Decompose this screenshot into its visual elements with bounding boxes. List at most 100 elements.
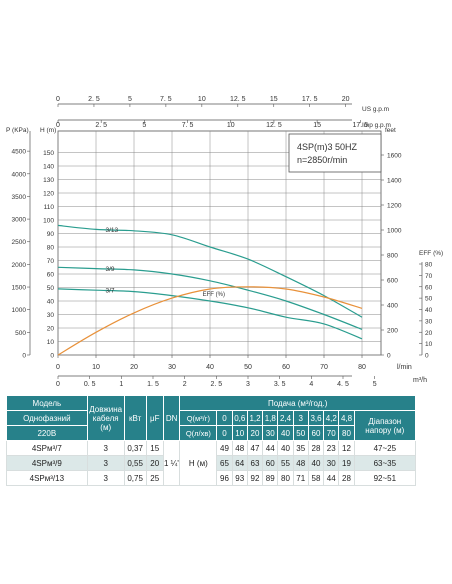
imp-gpm-tick-label: 5 <box>142 122 146 129</box>
us-gpm-tick-label: 17. 5 <box>302 96 318 103</box>
pressure-tick-label: 4500 <box>12 149 27 156</box>
imp-gpm-tick-label: 0 <box>56 122 60 129</box>
m3h-tick-label: 1. 5 <box>147 381 159 388</box>
table-header-row: 220В Q(л/хв) 0 10 20 30 40 50 60 70 80 <box>6 425 416 441</box>
h-tick-label: 10 <box>47 339 55 346</box>
curve-label-3-7: 3/7 <box>106 288 115 295</box>
head-cell: 63 <box>246 455 264 471</box>
head-cell: 65 <box>216 455 233 471</box>
h-tick-label: 110 <box>44 204 55 211</box>
curve-3-7 <box>57 288 363 340</box>
q-lmin-cell: 0 <box>216 425 233 441</box>
uf-cell: 25 <box>145 470 164 486</box>
feet-tick-label: 1600 <box>387 153 402 160</box>
table-row: 4SPм³/7 3 0,37 15 1 ¼" H (м) 49 48 47 44… <box>6 440 417 486</box>
x-tick-label: 80 <box>358 364 366 371</box>
table-header-row: Однофазний Q(м³/г) 0 0,6 1,2 1,8 2,4 3 3… <box>6 410 417 441</box>
q-m3h-cell: 3 <box>292 410 309 426</box>
header-model: Модель <box>6 395 88 411</box>
chart-curves <box>57 224 363 356</box>
pressure-tick-label: 3000 <box>12 217 27 224</box>
curve-3-9 <box>57 266 363 330</box>
header-dn: DN <box>162 395 181 441</box>
header-uf: μF <box>145 395 164 441</box>
us-gpm-unit-label: US g.p.m <box>362 106 389 113</box>
head-cell: 89 <box>262 470 279 486</box>
us-gpm-tick-label: 2. 5 <box>88 96 100 103</box>
pressure-tick-label: 1000 <box>12 307 27 314</box>
h-tick-label: 100 <box>43 218 54 225</box>
head-cell: 35 <box>292 440 309 456</box>
pressure-tick-label: 4000 <box>12 171 27 178</box>
q-lmin-cell: 70 <box>323 425 340 441</box>
header-phase: Однофазний <box>6 410 88 426</box>
model-cell: 4SPм³/9 <box>6 455 88 471</box>
curve-eff- <box>57 286 363 356</box>
q-m3h-cell: 4,8 <box>338 410 355 426</box>
range-cell: 63~35 <box>353 455 417 471</box>
kw-cell: 0,55 <box>123 455 147 471</box>
curve-label-3-9: 3/9 <box>106 266 115 273</box>
model-cell: 4SPм³/7 <box>6 440 88 456</box>
head-cell: 71 <box>292 470 309 486</box>
dn-value-cell: 1 ¼" <box>162 440 181 486</box>
q-lmin-cell: 10 <box>231 425 248 441</box>
header-range-line1: Діапазон <box>368 416 402 426</box>
feet-tick-label: 1400 <box>387 178 402 185</box>
x-tick-label: 50 <box>244 364 252 371</box>
uf-cell: 20 <box>145 455 164 471</box>
head-cell: 28 <box>338 470 355 486</box>
head-cell: 92 <box>246 470 264 486</box>
us-gpm-tick-label: 15 <box>270 96 278 103</box>
imp-gpm-tick-label: 7. 5 <box>182 122 194 129</box>
kw-cell: 0,75 <box>123 470 147 486</box>
x-tick-label: 30 <box>168 364 176 371</box>
chart-subtitle: n=2850r/min <box>297 155 347 165</box>
q-lmin-cell: 20 <box>246 425 264 441</box>
q-m3h-cell: 1,2 <box>246 410 264 426</box>
q-lmin-cell: 80 <box>338 425 355 441</box>
h-tick-label: 60 <box>47 272 55 279</box>
eff-tick-label: 50 <box>425 296 433 303</box>
head-cell: 48 <box>231 440 248 456</box>
curve-label-eff: EFF (%) <box>203 292 225 298</box>
head-cell: 12 <box>338 440 355 456</box>
m3h-tick-label: 1 <box>119 381 123 388</box>
table-row: 4SPм³/13 3 0,75 25 96 93 92 89 80 71 58 … <box>6 470 417 486</box>
chart-axes <box>27 103 423 379</box>
pressure-tick-label: 500 <box>15 330 26 337</box>
head-cell: 40 <box>307 455 325 471</box>
us-gpm-tick-label: 0 <box>56 96 60 103</box>
eff-tick-label: 80 <box>425 262 433 269</box>
table-row: 4SPм³/9 3 0,55 20 65 64 63 60 55 48 40 3… <box>6 455 417 471</box>
imp-gpm-tick-label: 2. 5 <box>95 122 107 129</box>
x-tick-label: 10 <box>92 364 100 371</box>
x-main-unit-label: l/min <box>397 364 412 371</box>
m3h-tick-label: 5 <box>373 381 377 388</box>
q-m3h-cell: 3,6 <box>307 410 325 426</box>
feet-tick-label: 400 <box>387 303 398 310</box>
table-header-row: Модель Довжина кабеля (м) кВт μF DN Пода… <box>6 395 416 441</box>
head-cell: 30 <box>323 455 340 471</box>
header-cable-line1: Довжина <box>89 404 123 414</box>
range-cell: 47~25 <box>353 440 417 456</box>
head-cell: 96 <box>216 470 233 486</box>
head-cell: 48 <box>292 455 309 471</box>
us-gpm-tick-label: 7. 5 <box>160 96 172 103</box>
header-range-line2: напору (м) <box>365 425 405 435</box>
feet-tick-label: 1200 <box>387 203 402 210</box>
head-cell: 47 <box>246 440 264 456</box>
feet-tick-label: 600 <box>387 278 398 285</box>
head-cell: 80 <box>277 470 294 486</box>
pressure-axis-label: P (KPa) <box>6 127 29 134</box>
q-lmin-cell: 50 <box>292 425 309 441</box>
pressure-tick-label: 2000 <box>12 262 27 269</box>
uf-cell: 15 <box>145 440 164 456</box>
head-cell: 44 <box>262 440 279 456</box>
x-tick-label: 40 <box>206 364 214 371</box>
header-range: Діапазон напору (м) <box>353 410 417 441</box>
feet-tick-label: 1000 <box>387 228 402 235</box>
q-lmin-cell: 60 <box>307 425 325 441</box>
us-gpm-tick-label: 10 <box>198 96 206 103</box>
head-cell: 49 <box>216 440 233 456</box>
